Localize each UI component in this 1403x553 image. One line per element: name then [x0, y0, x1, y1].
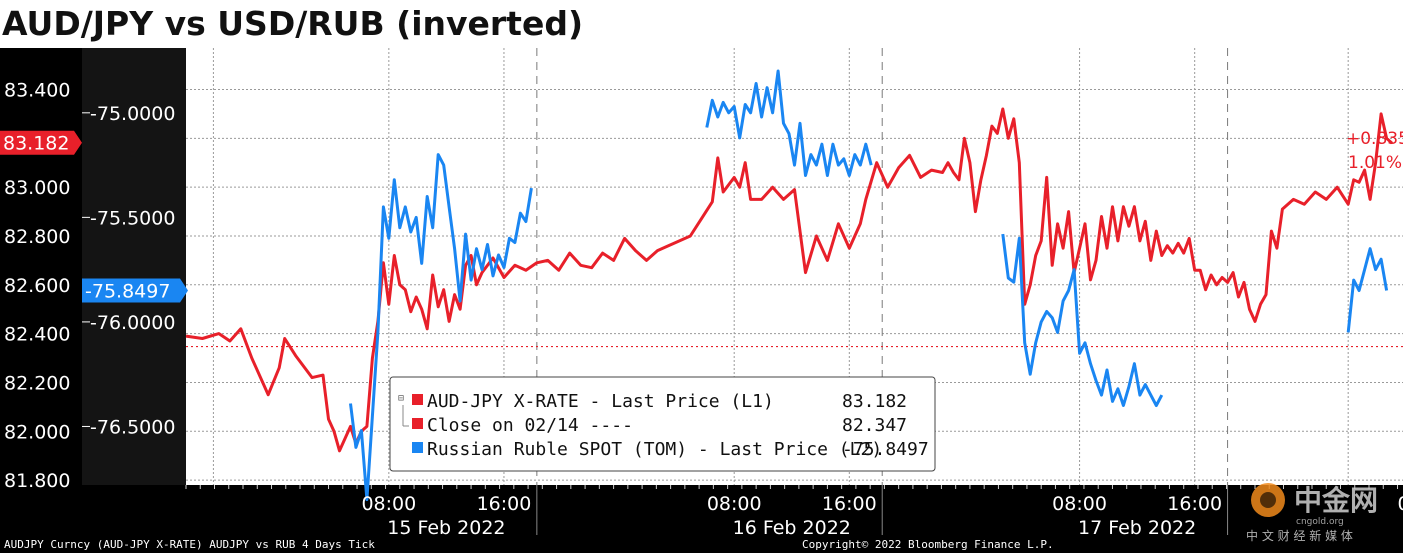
- left-tick-label: 81.800: [4, 470, 70, 492]
- right-tick-label: -75.5000: [90, 207, 175, 229]
- series-line-1: [349, 153, 533, 502]
- right-tick-label: -76.5000: [90, 416, 175, 438]
- legend-label: Close on 02/14 ----: [427, 415, 633, 436]
- legend-swatch: [412, 394, 423, 405]
- legend-swatch: [412, 442, 423, 453]
- x-time-label: 08:00: [1398, 493, 1403, 515]
- footer-right: Copyright© 2022 Bloomberg Finance L.P.: [802, 538, 1054, 551]
- right-axis-ticks: -75.0000 -75.5000 -76.0000 -76.5000: [82, 103, 175, 438]
- legend-label: AUD-JPY X-RATE - Last Price (L1): [427, 391, 774, 412]
- change-percent-annotation: 1.01%: [1348, 153, 1402, 173]
- left-axis-panel: [0, 48, 82, 485]
- series-line-1: [1001, 233, 1164, 407]
- left-last-value-tag-bg: [0, 130, 82, 155]
- left-tick-label: 83.000: [4, 177, 70, 199]
- right-tick-label: -76.0000: [90, 312, 175, 334]
- left-tick-label: 82.000: [4, 421, 70, 443]
- watermark-domain: cngold.org: [1296, 517, 1344, 527]
- legend-swatch: [412, 418, 423, 429]
- legend-value: 82.347: [842, 415, 907, 436]
- legend-value: 83.182: [842, 391, 907, 412]
- x-time-label: 16:00: [822, 493, 877, 515]
- right-last-value-tag-bg: [82, 278, 188, 303]
- chart-title: AUD/JPY vs USD/RUB (inverted): [2, 4, 584, 43]
- x-axis-band: [0, 485, 1403, 553]
- left-tick-label: 83.400: [4, 80, 70, 102]
- right-tick-label: -75.0000: [90, 103, 175, 125]
- x-date-label: 16 Feb 2022: [733, 517, 851, 539]
- last-value-tags: 83.182 -75.8497: [0, 130, 188, 303]
- x-time-label: 16:00: [1167, 493, 1222, 515]
- x-time-label: 16:00: [477, 493, 532, 515]
- series-line-0: [185, 107, 1394, 453]
- x-date-label: 15 Feb 2022: [387, 517, 505, 539]
- x-time-label: 08:00: [361, 493, 416, 515]
- change-annotation: +0.835: [1346, 129, 1403, 149]
- legend-value: -75.8497: [842, 439, 929, 460]
- x-time-label: 08:00: [1052, 493, 1107, 515]
- series-lines: [185, 69, 1394, 502]
- right-axis-panel: [82, 48, 186, 485]
- legend: ⊟ AUD-JPY X-RATE - Last Price (L1) 83.18…: [389, 376, 936, 472]
- left-tick-label: 82.400: [4, 324, 70, 346]
- svg-text:⊟: ⊟: [398, 393, 404, 404]
- x-date-label: 17 Feb 2022: [1078, 517, 1196, 539]
- left-tick-label: 82.800: [4, 226, 70, 248]
- series-line-1: [705, 69, 873, 177]
- left-tick-label: 82.200: [4, 372, 70, 394]
- chart: 83.40083.20083.00082.80082.60082.40082.2…: [0, 48, 1403, 553]
- legend-label: Russian Ruble SPOT (TOM) - Last Price (L…: [427, 439, 882, 460]
- right-last-value-tag: -75.8497: [85, 280, 170, 302]
- left-last-value-tag: 83.182: [3, 133, 69, 155]
- watermark-brand: 中金网: [1294, 484, 1378, 517]
- watermark: 中金网 cngold.org 中 文 财 经 新 媒 体: [1246, 483, 1378, 543]
- series-line-1: [1346, 247, 1389, 333]
- x-time-label: 08:00: [707, 493, 762, 515]
- watermark-sub: 中 文 财 经 新 媒 体: [1246, 528, 1353, 543]
- footer-left: AUDJPY Curncy (AUD-JPY X-RATE) AUDJPY vs…: [4, 538, 375, 551]
- left-tick-label: 82.600: [4, 275, 70, 297]
